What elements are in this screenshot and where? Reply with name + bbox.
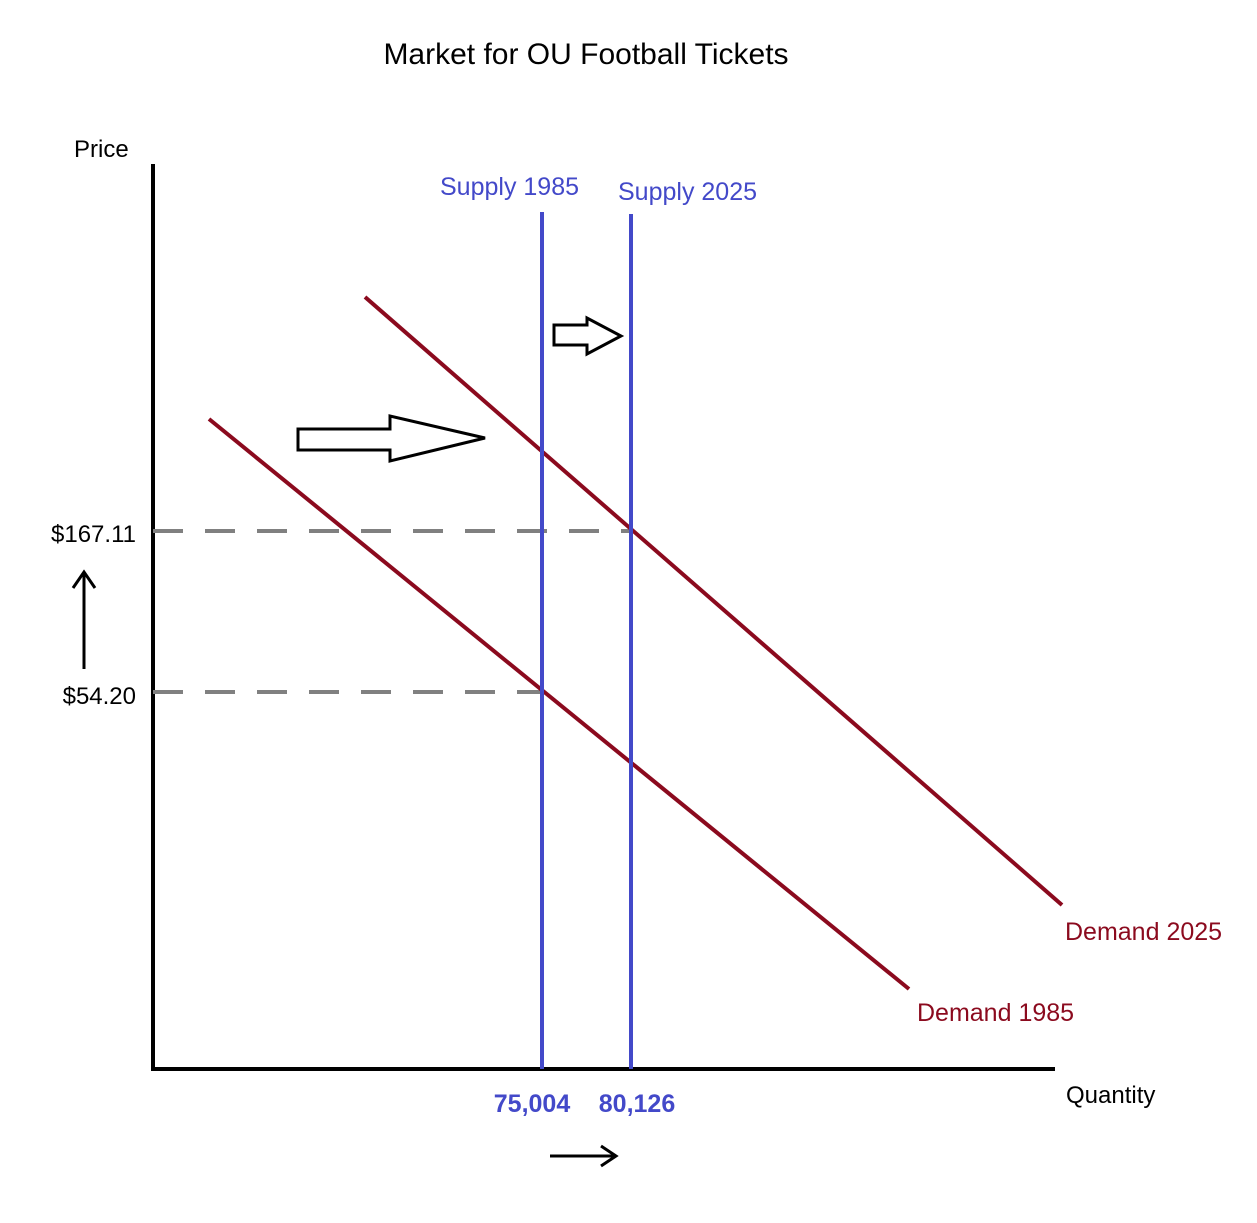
x-axis-label: Quantity	[1066, 1082, 1155, 1109]
price-increase-arrow-icon	[71, 569, 97, 669]
y-axis-label: Price	[74, 136, 129, 163]
supply-label-1985: Supply 1985	[440, 173, 579, 201]
quantity-increase-arrow-icon	[550, 1144, 619, 1168]
price-label-low: $54.20	[63, 683, 136, 710]
supply-label-2025: Supply 2025	[618, 178, 757, 206]
demand-shift-arrow-icon	[296, 414, 486, 463]
quantity-label-2025: 80,126	[599, 1090, 675, 1118]
diagram-title: Market for OU Football Tickets	[383, 38, 788, 71]
demand-curve-2025	[363, 295, 1064, 907]
demand-curve-1985	[207, 417, 911, 991]
price-label-high: $167.11	[51, 521, 136, 548]
quantity-label-1985: 75,004	[494, 1090, 571, 1118]
demand-label-1985: Demand 1985	[917, 999, 1074, 1027]
demand-label-2025: Demand 2025	[1065, 918, 1222, 946]
supply-shift-arrow-icon	[552, 315, 625, 357]
